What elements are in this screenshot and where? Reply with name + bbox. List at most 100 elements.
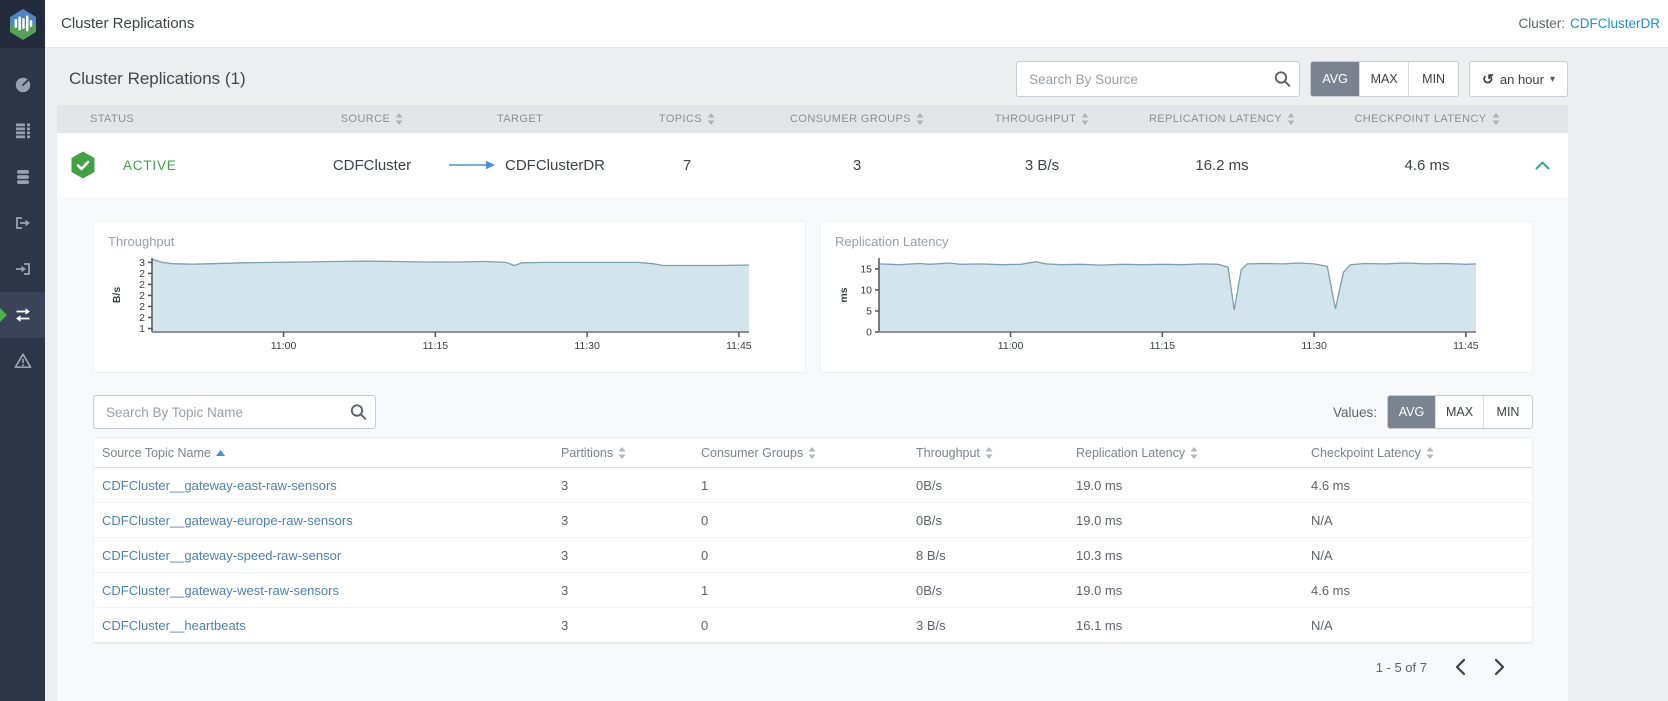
checkpoint-latency-value: N/A: [1311, 512, 1333, 528]
cluster-link[interactable]: CDFClusterDR: [1569, 16, 1660, 31]
col-checkpoint-latency[interactable]: Checkpoint Latency: [1311, 446, 1532, 460]
sidebar-item-alerts[interactable]: [0, 338, 45, 384]
sort-icon: [1426, 446, 1434, 459]
throughput-value: 0B/s: [916, 582, 943, 598]
top-bar: Cluster Replications Cluster: CDFCluster…: [45, 0, 1668, 48]
replication-arrow-icon: [447, 159, 497, 171]
col-replication-latency[interactable]: Replication Latency: [1076, 446, 1311, 460]
avg-button[interactable]: AVG: [1311, 62, 1361, 96]
search-by-topic-input[interactable]: [93, 395, 376, 429]
min-button[interactable]: MIN: [1409, 62, 1459, 96]
topic-link[interactable]: CDFCluster__gateway-speed-raw-sensor: [102, 547, 342, 563]
col-replication-latency-label: Replication Latency: [1076, 445, 1186, 460]
col-replication-latency[interactable]: REPLICATION LATENCY: [1107, 113, 1337, 125]
checkpoint-latency-value: 4.6 ms: [1311, 477, 1351, 493]
smm-logo[interactable]: [0, 0, 45, 48]
checkpoint-latency-value: N/A: [1311, 617, 1333, 633]
sidebar-item-topics[interactable]: [0, 154, 45, 200]
section-title: Cluster Replications (1): [69, 69, 246, 88]
col-source[interactable]: SOURCE: [297, 113, 447, 125]
brokers-icon: [14, 122, 32, 140]
alert-icon: [14, 352, 32, 370]
col-source-topic-name[interactable]: Source Topic Name: [94, 446, 561, 460]
table-row: CDFCluster__gateway-europe-raw-sensors 3…: [94, 503, 1532, 538]
chevron-up-icon: [1535, 160, 1550, 170]
topic-link[interactable]: CDFCluster__gateway-europe-raw-sensors: [102, 512, 353, 528]
sidebar: [0, 0, 45, 701]
consumer-groups-value: 1: [701, 477, 709, 493]
cluster-selector: Cluster: CDFClusterDR: [1518, 16, 1660, 31]
col-partitions[interactable]: Partitions: [561, 446, 701, 460]
throughput-chart: 3 2 2 2 2 2 1 11:00 11:15 11:30 11:45 B/s: [108, 254, 791, 354]
page-title: Cluster Replications: [61, 15, 195, 32]
replication-row[interactable]: ACTIVE CDFCluster CDFClusterDR 7 3 3 B/s…: [57, 133, 1568, 197]
topic-link[interactable]: CDFCluster__gateway-west-raw-sensors: [102, 582, 339, 598]
sidebar-item-producers[interactable]: [0, 200, 45, 246]
value-mode-group: AVG MAX MIN: [1310, 61, 1460, 97]
max-button[interactable]: MAX: [1360, 62, 1410, 96]
throughput-value: 8 B/s: [916, 547, 946, 563]
topics-toolbar: Values: AVG MAX MIN: [93, 395, 1533, 429]
col-target: TARGET: [497, 113, 637, 125]
source-cluster: CDFCluster: [332, 156, 412, 174]
smm-logo-icon: [8, 8, 38, 40]
sort-icon: [808, 446, 816, 459]
partitions-value: 3: [561, 617, 569, 633]
topic-avg-button[interactable]: AVG: [1388, 396, 1436, 428]
sidebar-item-cluster-replications[interactable]: [0, 292, 45, 338]
collapse-row-button[interactable]: [1517, 160, 1568, 170]
consumer-groups-value: 0: [701, 547, 709, 563]
topic-link[interactable]: CDFCluster__gateway-east-raw-sensors: [102, 477, 337, 493]
topics-table: Source Topic Name Partitions Consumer Gr…: [93, 437, 1533, 644]
status-active-icon: [69, 150, 97, 180]
time-range-label: an hour: [1499, 71, 1544, 87]
svg-text:11:45: 11:45: [1453, 340, 1479, 352]
svg-text:2: 2: [139, 312, 145, 324]
col-checkpoint-latency-label: CHECKPOINT LATENCY: [1354, 113, 1487, 125]
replication-latency-value: 19.0 ms: [1076, 477, 1123, 493]
col-throughput[interactable]: THROUGHPUT: [977, 113, 1107, 125]
caret-down-icon: ▾: [1549, 73, 1555, 85]
table-row: CDFCluster__gateway-speed-raw-sensor 3 0…: [94, 538, 1532, 573]
sidebar-item-brokers[interactable]: [0, 108, 45, 154]
col-consumer-groups-label: Consumer Groups: [701, 445, 804, 460]
consumer-groups-value: 1: [701, 582, 709, 598]
topics-count: 7: [682, 156, 692, 174]
col-topics[interactable]: TOPICS: [637, 113, 737, 125]
svg-text:B/s: B/s: [111, 287, 123, 304]
gauge-icon: [14, 76, 32, 94]
consumer-groups-value: 0: [701, 512, 709, 528]
history-icon: ↺: [1482, 70, 1494, 87]
main-area: Cluster Replications Cluster: CDFCluster…: [45, 0, 1668, 701]
svg-text:0: 0: [866, 327, 872, 339]
topic-link[interactable]: CDFCluster__heartbeats: [102, 617, 246, 633]
col-consumer-groups[interactable]: CONSUMER GROUPS: [737, 113, 977, 125]
col-throughput[interactable]: Throughput: [916, 446, 1076, 460]
topics-table-header: Source Topic Name Partitions Consumer Gr…: [94, 438, 1532, 468]
svg-text:3: 3: [139, 257, 145, 269]
replication-detail: Throughput 3 2 2 2 2 2 1 11:00 11:15 11:30 11:45 B/…: [57, 197, 1568, 701]
sort-icon: [707, 113, 715, 125]
pagination-label: 1 - 5 of 7: [1375, 659, 1427, 675]
svg-text:11:15: 11:15: [423, 340, 449, 352]
consumer-groups-count: 3: [852, 156, 862, 174]
topic-max-button[interactable]: MAX: [1436, 396, 1484, 428]
throughput-chart-card: Throughput 3 2 2 2 2 2 1 11:00 11:15 11:30 11:45 B/…: [93, 221, 806, 373]
sort-icon: [1190, 446, 1198, 459]
sidebar-item-overview[interactable]: [0, 62, 45, 108]
next-page-button[interactable]: [1494, 658, 1505, 676]
time-range-button[interactable]: ↺ an hour ▾: [1469, 61, 1568, 97]
col-checkpoint-latency[interactable]: CHECKPOINT LATENCY: [1337, 113, 1517, 125]
svg-text:15: 15: [860, 263, 872, 275]
throughput-value: 0B/s: [916, 512, 943, 528]
sidebar-item-consumer-groups[interactable]: [0, 246, 45, 292]
charts-row: Throughput 3 2 2 2 2 2 1 11:00 11:15 11:30 11:45 B/…: [93, 221, 1533, 373]
partitions-value: 3: [561, 547, 569, 563]
search-by-source-input[interactable]: [1016, 61, 1301, 97]
topics-icon: [14, 168, 32, 186]
col-consumer-groups[interactable]: Consumer Groups: [701, 446, 916, 460]
prev-page-button[interactable]: [1455, 658, 1466, 676]
topic-min-button[interactable]: MIN: [1484, 396, 1532, 428]
replication-latency-value: 16.2 ms: [1195, 156, 1249, 174]
